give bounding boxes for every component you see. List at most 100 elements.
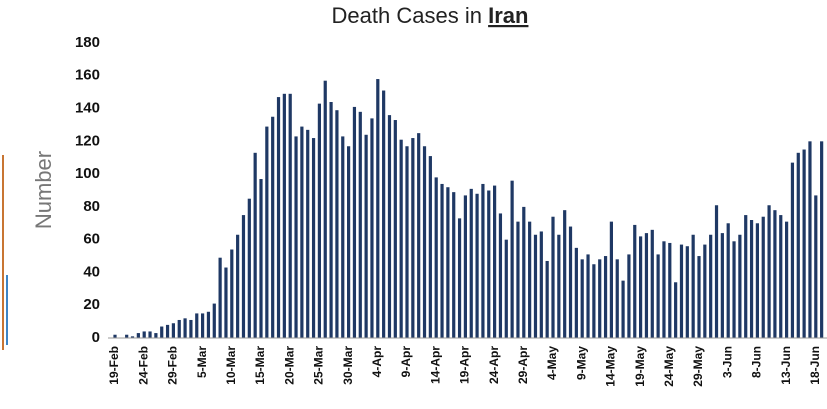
x-tick-label: 9-Apr [399,346,413,378]
bar [130,336,135,338]
bar [218,257,222,338]
bar [773,210,777,338]
x-tick-label: 18-Jun [808,346,822,385]
bar [142,331,146,338]
y-tick-label: 140 [75,100,100,117]
bar [230,249,234,338]
bar [709,234,713,338]
x-tick-label: 13-Jun [779,346,793,385]
bar [697,256,701,338]
bar [656,254,660,338]
bar [662,241,666,338]
bar [679,244,684,338]
bar [417,133,421,338]
bar [481,183,485,338]
bar [177,319,181,338]
x-tick-label: 14-May [604,346,618,387]
bar [317,103,321,338]
bar [498,213,503,338]
bar [446,187,450,338]
bar [691,234,695,338]
bar [609,221,613,338]
bar [551,216,555,338]
bar [767,205,771,338]
bar [714,205,719,338]
y-tick-label: 80 [83,198,100,215]
y-tick-label: 160 [75,67,100,84]
bar [253,152,257,338]
x-tick-label: 29-May [691,346,705,387]
bar [627,254,631,338]
bar [557,234,561,338]
bar [510,180,514,338]
x-tick-label: 3-Jun [720,346,734,378]
x-tick-label: 14-Apr [428,346,442,384]
bar [814,195,818,338]
bar [802,149,806,338]
bar [528,221,532,338]
bar [113,334,117,338]
bar [434,177,438,338]
bar [639,236,643,338]
x-tick-label: 30-Mar [341,346,355,385]
bar [598,259,602,338]
y-tick-label: 120 [75,132,100,149]
bar [533,234,538,338]
bar [183,318,187,338]
bar [206,311,211,338]
bar [393,120,397,339]
bar [644,233,649,338]
bar [568,226,573,338]
bar [201,313,205,338]
bar [411,138,415,338]
bar [154,333,158,338]
x-tick-label: 8-Jun [750,346,764,378]
y-axis-label: Number [31,151,56,229]
x-tick-label: 20-Mar [282,346,296,385]
bar [720,233,724,338]
bar [335,110,339,338]
bar [271,116,275,338]
bar [457,218,462,338]
bar [165,324,170,338]
bar [732,241,736,338]
bar [633,224,637,338]
bar [586,254,590,338]
bar [189,319,193,338]
bar [276,97,281,338]
bar [224,267,228,338]
y-tick-label: 20 [83,296,100,313]
y-tick-label: 0 [92,329,100,346]
bar [428,156,432,338]
bar [306,129,310,338]
bar [265,126,269,338]
bar [160,326,164,338]
bar [744,215,748,338]
bar [563,210,567,338]
bar [668,242,672,338]
bar [311,138,316,338]
y-tick-label: 100 [75,165,100,182]
bar [796,152,800,338]
x-tick-label: 24-Apr [487,346,501,384]
bar [761,216,765,338]
bar [364,134,368,338]
x-tick-label: 19-May [633,346,647,387]
bar [790,162,795,338]
bar [779,215,783,338]
bar [236,234,240,338]
bar [808,141,812,338]
y-tick-label: 180 [75,34,100,51]
bar [300,126,304,338]
bar [195,313,199,338]
x-tick-label: 4-May [545,346,559,380]
bar [171,323,175,338]
bar [820,141,824,338]
bar [241,215,246,338]
bar [259,179,263,338]
bar [615,259,619,338]
bar [358,111,362,338]
chart-title: Death Cases in Iran [332,3,529,28]
bar [382,90,386,339]
